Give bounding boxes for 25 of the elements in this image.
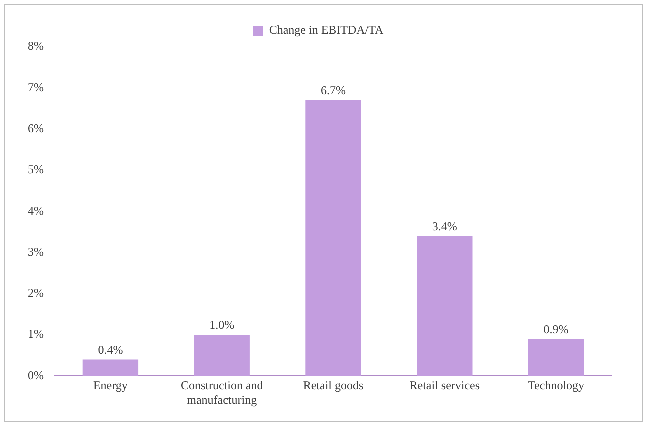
y-tick-label: 3% — [28, 244, 44, 259]
legend-label: Change in EBITDA/TA — [269, 23, 384, 38]
bar — [306, 100, 362, 376]
bar — [528, 339, 584, 376]
x-tick-label: Retail services — [410, 378, 480, 393]
x-tick-label: Construction and manufacturing — [180, 378, 264, 407]
bar — [82, 360, 139, 376]
y-tick-label: 1% — [28, 327, 44, 342]
y-tick-label: 0% — [28, 368, 44, 382]
y-tick-label: 5% — [28, 162, 44, 177]
data-label: 3.4% — [432, 219, 458, 234]
y-tick-label: 8% — [28, 39, 44, 54]
data-label: 0.9% — [544, 322, 569, 336]
y-tick-label: 2% — [28, 286, 44, 300]
bar — [417, 236, 473, 376]
data-label: 1.0% — [210, 318, 235, 332]
data-label: 0.4% — [98, 342, 124, 357]
y-tick-label: 6% — [28, 121, 44, 136]
y-tick-label: 4% — [28, 204, 44, 218]
x-tick-label: Technology — [528, 378, 585, 393]
x-tick-label: Retail goods — [303, 378, 364, 393]
bar — [194, 335, 250, 376]
y-tick-label: 7% — [28, 80, 44, 94]
data-label: 6.7% — [321, 84, 346, 98]
x-tick-label: Energy — [93, 378, 128, 393]
